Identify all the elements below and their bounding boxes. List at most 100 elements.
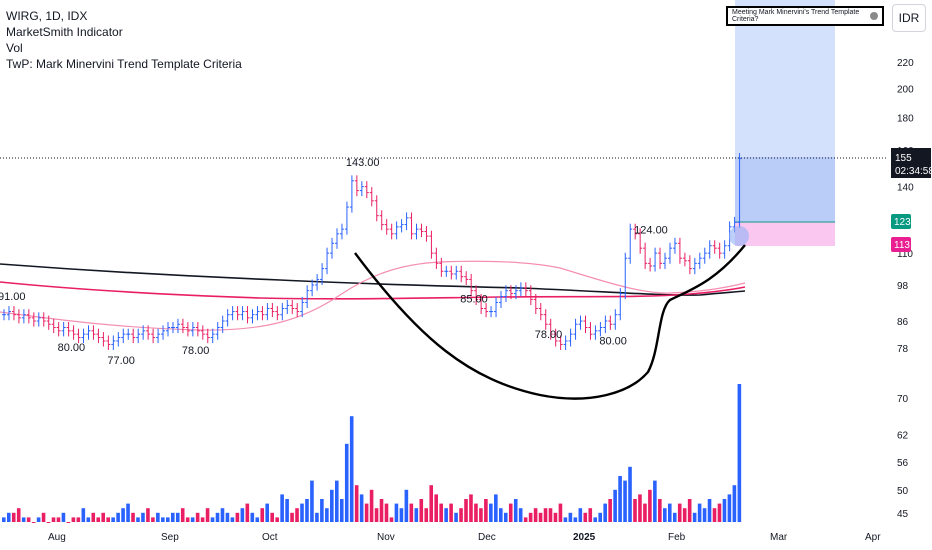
candle-118 [588, 322, 593, 340]
price-tick-8: 220 [897, 58, 914, 69]
legend-indicator-minervini[interactable]: TwP: Mark Minervini Trend Template Crite… [6, 57, 242, 71]
volume-bar-76 [379, 499, 384, 522]
volume-bar-66 [330, 489, 334, 522]
candle-58 [290, 299, 295, 315]
candle-98 [489, 306, 494, 318]
ma-red-line [0, 281, 746, 300]
volume-bar-96 [479, 508, 483, 522]
volume-bar-87 [434, 494, 438, 522]
candle-136 [677, 237, 682, 264]
volume-tick-0: 45 [897, 509, 909, 520]
volume-bar-74 [369, 489, 374, 522]
candle-29 [146, 325, 151, 340]
volume-bar-10 [51, 517, 56, 522]
candle-126 [628, 223, 633, 264]
volume-bar-60 [300, 503, 304, 522]
legend-symbol[interactable]: WIRG, 1D, IDX [6, 9, 88, 23]
volume-bar-112 [558, 503, 563, 522]
volume-bar-116 [578, 508, 583, 522]
volume-bar-11 [56, 517, 61, 522]
candle-81 [404, 212, 409, 231]
candle-30 [151, 328, 156, 344]
candle-53 [265, 303, 270, 321]
candle-122 [608, 315, 613, 330]
candle-85 [424, 225, 429, 242]
candle-89 [444, 265, 449, 277]
candle-120 [598, 322, 603, 337]
candle-61 [305, 285, 310, 308]
volume-bar-84 [419, 499, 424, 522]
stop-price-tag: 113 [891, 237, 911, 252]
volume-bar-99 [494, 494, 498, 522]
volume-bar-133 [663, 508, 667, 522]
volume-series [2, 384, 742, 523]
volume-bar-125 [623, 480, 627, 522]
volume-tick-4: 70 [897, 394, 909, 405]
volume-bar-32 [161, 517, 165, 522]
candle-142 [707, 240, 712, 259]
candle-71 [354, 175, 359, 197]
legend-indicator-vol[interactable]: Vol [6, 41, 23, 55]
candle-103 [513, 285, 518, 300]
price-annotations: 91.00 80.00 77.00 78.00 143.00 85.00 78.00 80.0… [0, 157, 668, 367]
price-annotation-1: 80.00 [58, 342, 86, 354]
price-annotation-5: 85.00 [460, 294, 488, 306]
volume-bar-127 [633, 499, 637, 522]
candle-40 [200, 325, 205, 340]
volume-bar-95 [474, 503, 478, 522]
candle-50 [250, 309, 255, 324]
candle-116 [578, 315, 583, 330]
candle-0 [2, 309, 6, 321]
volume-bar-9 [46, 522, 51, 523]
candle-91 [454, 265, 459, 280]
volume-bar-104 [518, 508, 523, 522]
candle-96 [479, 293, 484, 315]
candle-35 [175, 318, 180, 334]
volume-bar-44 [220, 508, 225, 522]
volume-bar-122 [608, 499, 612, 522]
candle-67 [334, 228, 339, 249]
volume-bar-103 [513, 499, 518, 522]
volume-bar-108 [538, 512, 543, 522]
legend-indicator-marketsmith[interactable]: MarketSmith Indicator [6, 25, 123, 39]
candle-44 [220, 315, 225, 334]
candle-27 [136, 328, 141, 344]
price-tick-1: 86 [897, 317, 909, 328]
candle-39 [195, 322, 200, 337]
price-annotation-7: 80.00 [599, 335, 627, 347]
volume-bar-16 [81, 508, 86, 522]
candle-105 [523, 282, 528, 297]
volume-bar-38 [190, 517, 195, 522]
candle-28 [141, 325, 146, 340]
volume-bar-23 [116, 512, 120, 522]
volume-bar-4 [21, 517, 26, 522]
candle-78 [389, 223, 394, 240]
volume-bar-25 [126, 503, 130, 522]
volume-bar-88 [439, 503, 443, 522]
price-annotation-8: 124.00 [634, 224, 668, 236]
volume-bar-97 [484, 499, 488, 522]
volume-bar-24 [121, 508, 125, 522]
volume-bar-33 [166, 517, 170, 522]
candle-59 [295, 303, 300, 318]
volume-bar-146 [727, 494, 732, 522]
currency-button[interactable]: IDR [892, 4, 926, 32]
volume-bar-126 [628, 466, 632, 522]
volume-bar-128 [638, 494, 642, 522]
volume-bar-141 [702, 508, 707, 522]
volume-bar-82 [409, 503, 414, 522]
candle-13 [66, 322, 71, 337]
volume-bar-89 [444, 508, 448, 522]
price-axis: 788698110140160180200220 [897, 58, 914, 355]
cup-curve [354, 244, 746, 400]
volume-tick-2: 56 [897, 458, 909, 469]
chart-legend: WIRG, 1D, IDX MarketSmith Indicator Vol … [6, 8, 242, 72]
volume-bar-110 [548, 508, 553, 522]
volume-bar-113 [563, 517, 568, 522]
volume-bar-52 [260, 508, 265, 522]
volume-bar-31 [156, 512, 160, 522]
candle-134 [667, 242, 672, 264]
candle-73 [364, 181, 369, 199]
candle-70 [349, 175, 354, 213]
